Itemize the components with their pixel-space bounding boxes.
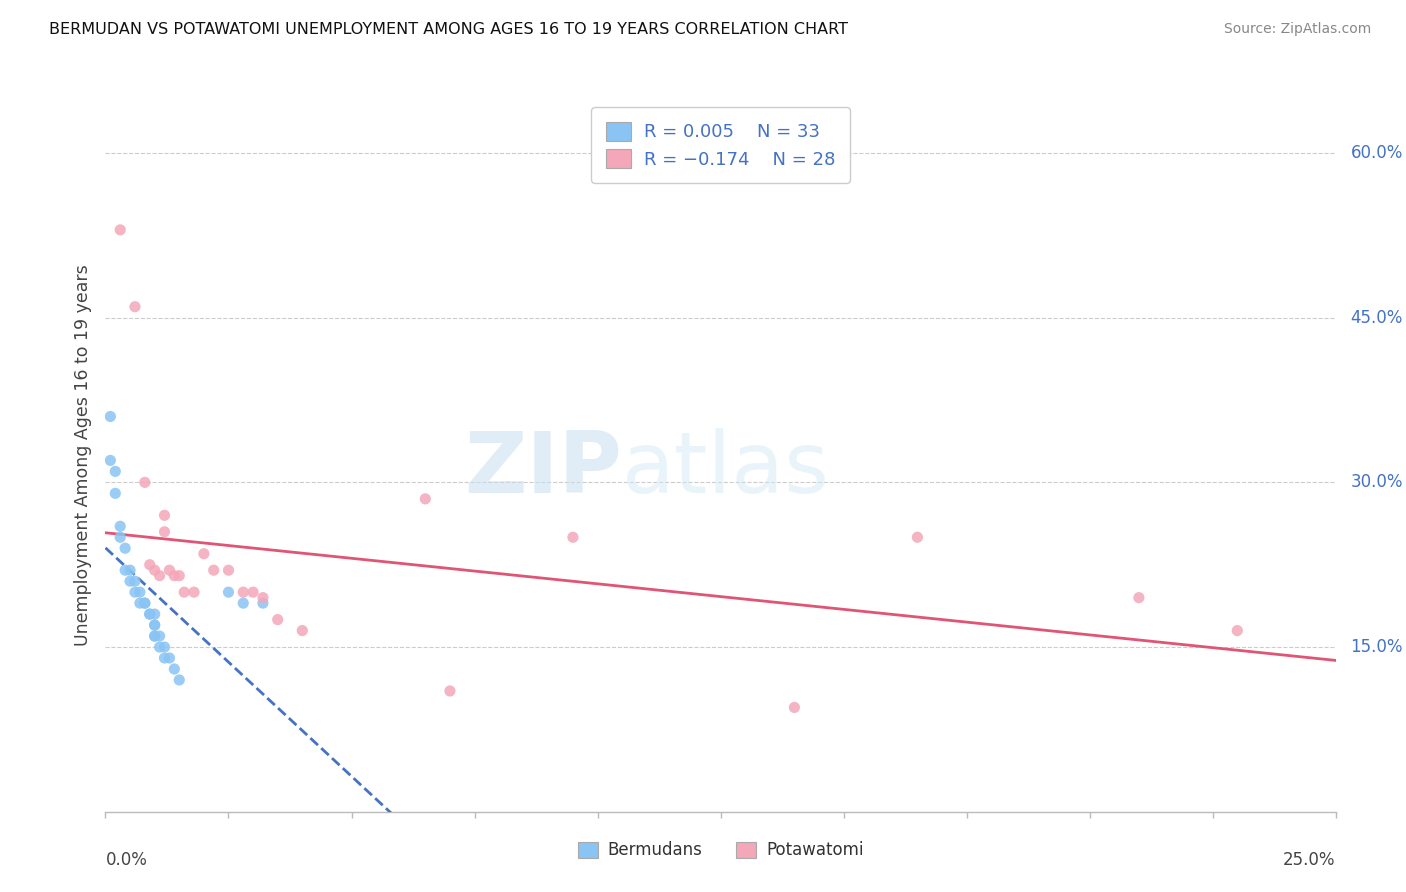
Text: 0.0%: 0.0%	[105, 851, 148, 869]
Point	[1128, 591, 1150, 605]
Point	[783, 700, 806, 714]
Point	[252, 596, 274, 610]
Point	[129, 596, 152, 610]
Point	[169, 568, 191, 582]
Point	[104, 486, 127, 500]
Point	[138, 558, 162, 572]
Point	[232, 585, 254, 599]
Point	[149, 640, 172, 654]
Point	[110, 223, 132, 237]
Point	[1226, 624, 1249, 638]
Point	[153, 508, 176, 523]
Point	[159, 563, 180, 577]
Point	[143, 629, 166, 643]
Point	[173, 585, 195, 599]
Text: BERMUDAN VS POTAWATOMI UNEMPLOYMENT AMONG AGES 16 TO 19 YEARS CORRELATION CHART: BERMUDAN VS POTAWATOMI UNEMPLOYMENT AMON…	[49, 22, 848, 37]
Point	[153, 640, 176, 654]
Point	[120, 563, 141, 577]
Point	[163, 662, 186, 676]
Point	[232, 596, 254, 610]
Point	[169, 673, 191, 687]
Point	[149, 629, 172, 643]
Point	[291, 624, 314, 638]
Point	[104, 464, 127, 478]
Point	[114, 563, 136, 577]
Point	[907, 530, 929, 544]
Point	[134, 596, 156, 610]
Point	[98, 409, 122, 424]
Point	[124, 300, 146, 314]
Point	[153, 524, 176, 539]
Point	[138, 607, 162, 621]
Text: ZIP: ZIP	[464, 427, 621, 511]
Point	[114, 541, 136, 556]
Point	[143, 629, 166, 643]
Point	[149, 568, 172, 582]
Point	[143, 618, 166, 632]
Point	[218, 585, 240, 599]
Text: 45.0%: 45.0%	[1350, 309, 1403, 326]
Point	[163, 568, 186, 582]
Point	[124, 574, 146, 589]
Y-axis label: Unemployment Among Ages 16 to 19 years: Unemployment Among Ages 16 to 19 years	[73, 264, 91, 646]
Point	[129, 585, 152, 599]
Text: 25.0%: 25.0%	[1284, 851, 1336, 869]
Point	[110, 519, 132, 533]
Point	[193, 547, 215, 561]
Legend: Bermudans, Potawatomi: Bermudans, Potawatomi	[569, 833, 872, 868]
Text: 60.0%: 60.0%	[1350, 144, 1403, 162]
Point	[159, 651, 180, 665]
Point	[183, 585, 205, 599]
Point	[218, 563, 240, 577]
Point	[138, 607, 162, 621]
Text: 15.0%: 15.0%	[1350, 638, 1403, 656]
Point	[124, 585, 146, 599]
Point	[252, 591, 274, 605]
Point	[439, 684, 461, 698]
Point	[120, 574, 141, 589]
Point	[267, 613, 290, 627]
Point	[143, 563, 166, 577]
Point	[143, 607, 166, 621]
Point	[242, 585, 264, 599]
Point	[98, 453, 122, 467]
Text: Source: ZipAtlas.com: Source: ZipAtlas.com	[1223, 22, 1371, 37]
Point	[134, 596, 156, 610]
Text: atlas: atlas	[621, 427, 830, 511]
Point	[153, 651, 176, 665]
Text: 30.0%: 30.0%	[1350, 474, 1403, 491]
Point	[202, 563, 225, 577]
Point	[110, 530, 132, 544]
Point	[562, 530, 585, 544]
Point	[413, 491, 436, 506]
Point	[134, 475, 156, 490]
Point	[143, 618, 166, 632]
